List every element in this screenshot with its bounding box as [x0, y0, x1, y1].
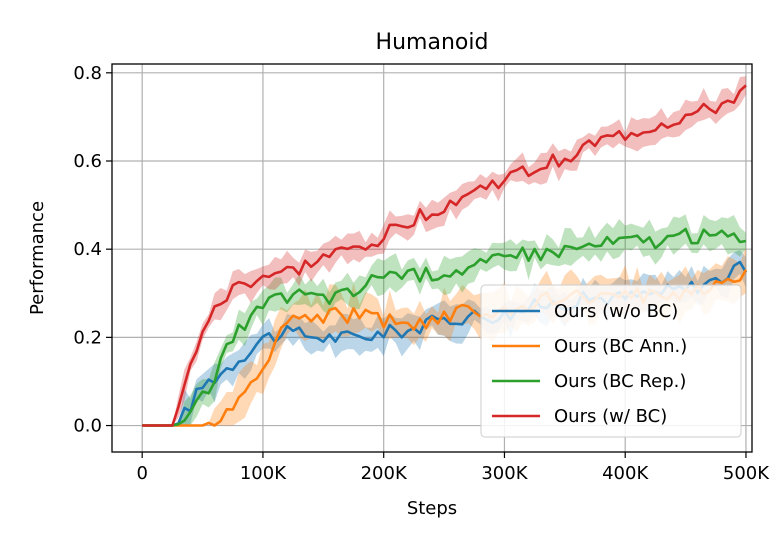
- x-tick-label: 200K: [361, 463, 408, 484]
- chart-title: Humanoid: [376, 30, 489, 55]
- plot-frame: [111, 63, 753, 453]
- series-line-3: [142, 84, 747, 427]
- x-axis-ticks: 0 100K 200K 300K 400K 500K: [136, 452, 770, 484]
- y-tick-label: 0.0: [73, 416, 102, 437]
- y-axis-title: Performance: [27, 201, 48, 315]
- series-line-2: [142, 227, 747, 427]
- x-tick-label: 500K: [723, 463, 770, 484]
- y-tick-label: 0.2: [73, 327, 102, 348]
- x-axis-title: Steps: [407, 498, 457, 519]
- legend: Ours (w/o BC) Ours (BC Ann.) Ours (BC Rep.…: [480, 284, 742, 438]
- x-tick-label: 100K: [240, 463, 287, 484]
- x-tick-label: 400K: [602, 463, 649, 484]
- legend-label-1: Ours (BC Ann.): [554, 336, 687, 357]
- y-tick-label: 0.8: [73, 63, 102, 84]
- legend-label-3: Ours (w/ BC): [554, 406, 667, 427]
- legend-label-0: Ours (w/o BC): [554, 301, 678, 322]
- legend-label-2: Ours (BC Rep.): [554, 371, 686, 392]
- band-2: [142, 214, 746, 426]
- grid-lines: [112, 64, 752, 452]
- y-tick-label: 0.4: [73, 239, 102, 260]
- y-axis-ticks: 0.0 0.2 0.4 0.6 0.8: [73, 63, 112, 437]
- legend-box: [480, 284, 742, 438]
- band-3: [142, 76, 746, 426]
- x-tick-label: 300K: [481, 463, 528, 484]
- x-tick-label: 0: [136, 463, 147, 484]
- y-tick-label: 0.6: [73, 151, 102, 172]
